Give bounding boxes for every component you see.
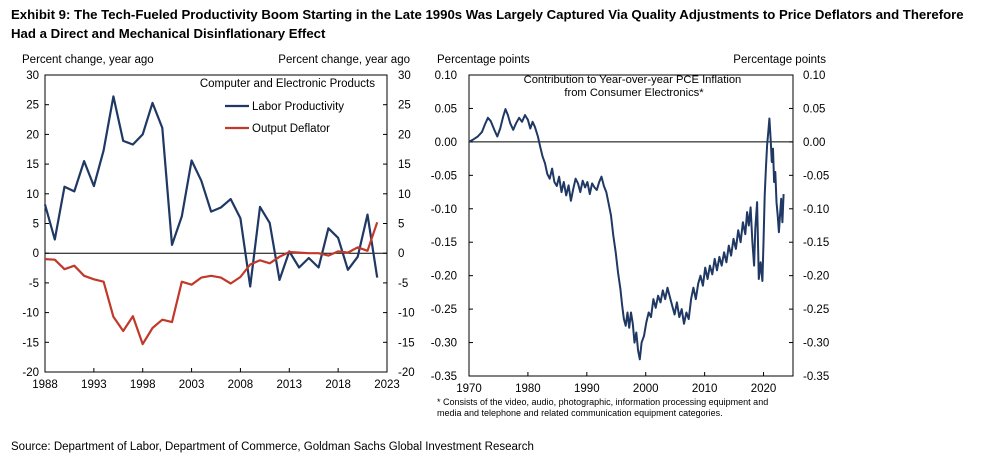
legend-label-labor-productivity: Labor Productivity (252, 101, 344, 113)
right-ytick-label-right: -0.05 (803, 170, 829, 182)
right-xtick-label: 2010 (692, 383, 718, 395)
left-ytick-label: 20 (26, 129, 39, 141)
right-xtick-label: 1970 (456, 383, 482, 395)
left-xtick-label: 1993 (81, 379, 107, 391)
right-ytick-label: -0.05 (431, 170, 457, 182)
left-chart-right-axis-label: Percent change, year ago (278, 54, 410, 66)
right-plot-frame (468, 74, 794, 377)
right-chart-footnote: * Consists of the video, audio, photogra… (437, 397, 771, 418)
left-ytick-label: 5 (33, 219, 39, 231)
right-xtick-label: 1990 (574, 383, 600, 395)
left-ytick-label: -5 (29, 278, 39, 290)
left-ytick-label-right: -5 (398, 278, 408, 290)
right-xtick-label: 1980 (515, 383, 541, 395)
right-ytick-label-right: -0.25 (803, 304, 829, 316)
right-ytick-label-right: 0.05 (803, 103, 825, 115)
right-ytick-label-right: 0.10 (803, 70, 825, 82)
left-ytick-label: 15 (26, 159, 39, 171)
right-xtick-label: 2020 (751, 383, 777, 395)
left-ytick-label-right: 25 (398, 100, 411, 112)
left-xtick-label: 2003 (179, 379, 205, 391)
right-chart-title: Contribution to Year-over-year PCE Infla… (524, 74, 745, 99)
left-ytick-label: -20 (22, 367, 39, 379)
left-chart-title: Computer and Electronic Products (200, 78, 375, 90)
right-chart: Percentage points Percentage points Cont… (431, 54, 829, 418)
left-ytick-label-right: 10 (398, 189, 411, 201)
right-chart-left-axis-label: Percentage points (437, 54, 530, 66)
right-chart-right-axis-label: Percentage points (733, 54, 826, 66)
series-line-consumer-electronics-contribution (468, 108, 785, 361)
left-ytick-label-right: 30 (398, 70, 411, 82)
left-xtick-label: 2018 (325, 379, 351, 391)
source-note: Source: Department of Labor, Department … (11, 441, 534, 453)
left-y-axis-left: -20 -15 -10 -5 0 5 10 15 20 25 30 (22, 70, 49, 379)
left-ytick-label: 10 (26, 189, 39, 201)
left-ytick-label: 25 (26, 100, 39, 112)
left-xtick-label: 1998 (130, 379, 156, 391)
right-ytick-label-right: -0.30 (803, 338, 829, 350)
left-legend: Labor Productivity Output Deflator (225, 101, 344, 135)
right-ytick-label-right: -0.15 (803, 237, 829, 249)
right-ytick-label: -0.20 (431, 271, 457, 283)
right-ytick-label: 0.05 (435, 103, 457, 115)
right-y-axis-right: 0.10 0.05 0.00 -0.05 -0.10 -0.15 -0.20 -0.25 -0.… (789, 70, 829, 383)
left-ytick-label-right: -15 (398, 337, 415, 349)
left-chart: Percent change, year ago Percent change,… (22, 54, 415, 391)
left-xtick-label: 1988 (32, 379, 58, 391)
exhibit-title: Exhibit 9: The Tech-Fueled Productivity … (11, 7, 964, 41)
series-line-output-deflator (44, 221, 379, 346)
right-series-group (468, 108, 785, 361)
left-ytick-label-right: 20 (398, 129, 411, 141)
left-ytick-label-right: 15 (398, 159, 411, 171)
left-ytick-label-right: 5 (398, 219, 404, 231)
right-ytick-label-right: -0.35 (803, 371, 829, 383)
left-chart-left-axis-label: Percent change, year ago (22, 54, 154, 66)
left-ytick-label-right: -20 (398, 367, 415, 379)
right-ytick-label: 0.00 (435, 137, 457, 149)
left-xtick-label: 2013 (276, 379, 302, 391)
left-ytick-label: 30 (26, 70, 39, 82)
left-xtick-label: 2023 (374, 379, 400, 391)
right-ytick-label: -0.10 (431, 204, 457, 216)
left-y-axis-right: -20 -15 -10 -5 0 5 10 15 20 25 30 (383, 70, 415, 379)
left-ytick-label: -10 (22, 308, 39, 320)
right-ytick-label-right: 0.00 (803, 137, 825, 149)
right-ytick-label-right: -0.10 (803, 204, 829, 216)
left-series-group (43, 95, 379, 346)
left-ytick-label: 0 (33, 248, 39, 260)
right-ytick-label: -0.25 (431, 304, 457, 316)
left-ytick-label: -15 (22, 337, 39, 349)
right-ytick-label-right: -0.20 (803, 271, 829, 283)
left-x-axis: 1988 1993 1998 2003 2008 2013 2018 2023 (32, 252, 400, 391)
right-xtick-label: 2000 (633, 383, 659, 395)
right-ytick-label: -0.35 (431, 371, 457, 383)
right-ytick-label: 0.10 (435, 70, 457, 82)
left-ytick-label-right: -10 (398, 308, 415, 320)
left-ytick-label-right: 0 (398, 248, 404, 260)
right-ytick-label: -0.30 (431, 338, 457, 350)
right-ytick-label: -0.15 (431, 237, 457, 249)
right-y-axis-left: 0.10 0.05 0.00 -0.05 -0.10 -0.15 -0.20 -0.25 -0.… (431, 70, 473, 383)
legend-label-output-deflator: Output Deflator (252, 123, 330, 135)
right-x-axis: 1970 1980 1990 2000 2010 2020 (456, 141, 793, 395)
left-plot-frame (44, 74, 388, 373)
left-xtick-label: 2008 (228, 379, 254, 391)
